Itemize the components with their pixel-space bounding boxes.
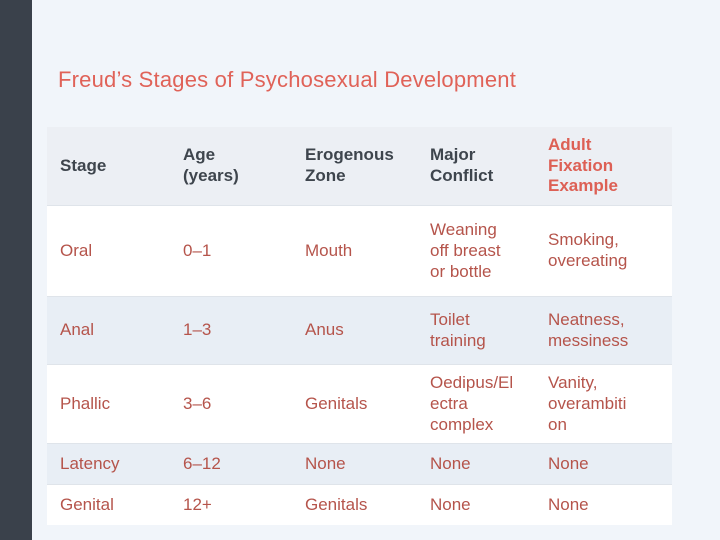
- column-header-adult-fixation-example: Adult Fixation Example: [548, 135, 618, 196]
- column-header-major-conflict: Major Conflict: [430, 145, 494, 186]
- cell-anal-fixation: Neatness, messiness: [548, 309, 629, 350]
- cell-genital-fixation: None: [548, 495, 589, 515]
- cell-phallic-fixation: Vanity, overambiti on: [548, 373, 627, 434]
- cell-oral-age: 0–1: [183, 240, 212, 260]
- column-header-stage: Stage: [60, 155, 107, 175]
- cell-oral-fixation: Smoking, overeating: [548, 230, 628, 271]
- table-row-phallic: Phallic 3–6 Genitals Oedipus/El ectra co…: [47, 364, 672, 443]
- cell-latency-fixation: None: [548, 454, 589, 474]
- cell-phallic-age: 3–6: [183, 393, 212, 413]
- table-row-genital: Genital 12+ Genitals None None: [47, 484, 672, 525]
- cell-genital-conflict: None: [430, 495, 471, 515]
- cell-genital-zone: Genitals: [305, 495, 368, 515]
- cell-phallic-stage: Phallic: [60, 393, 111, 413]
- cell-latency-stage: Latency: [60, 454, 120, 474]
- cell-latency-zone: None: [305, 454, 346, 474]
- cell-latency-age: 6–12: [183, 454, 221, 474]
- psychosexual-stages-table: Stage Age (years) Erogenous Zone Major C…: [47, 127, 672, 526]
- cell-anal-zone: Anus: [305, 320, 344, 340]
- cell-phallic-conflict: Oedipus/El ectra complex: [430, 373, 514, 434]
- cell-phallic-zone: Genitals: [305, 393, 368, 413]
- table-row-latency: Latency 6–12 None None None: [47, 443, 672, 485]
- column-header-erogenous-zone: Erogenous Zone: [305, 145, 394, 186]
- cell-genital-stage: Genital: [60, 495, 114, 515]
- slide-title: Freud’s Stages of Psychosexual Developme…: [58, 66, 517, 92]
- cell-latency-conflict: None: [430, 454, 471, 474]
- cell-anal-stage: Anal: [60, 320, 95, 340]
- table-row-oral: Oral 0–1 Mouth Weaning off breast or bot…: [47, 205, 672, 296]
- cell-oral-conflict: Weaning off breast or bottle: [430, 220, 501, 281]
- cell-oral-stage: Oral: [60, 240, 93, 260]
- cell-anal-conflict: Toilet training: [430, 309, 486, 350]
- table-header-row: Stage Age (years) Erogenous Zone Major C…: [47, 127, 672, 206]
- cell-oral-zone: Mouth: [305, 240, 353, 260]
- cell-anal-age: 1–3: [183, 320, 212, 340]
- accent-sidebar-bar: [0, 0, 32, 540]
- table-row-anal: Anal 1–3 Anus Toilet training Neatness, …: [47, 296, 672, 365]
- column-header-age: Age (years): [183, 145, 239, 186]
- cell-genital-age: 12+: [183, 495, 212, 515]
